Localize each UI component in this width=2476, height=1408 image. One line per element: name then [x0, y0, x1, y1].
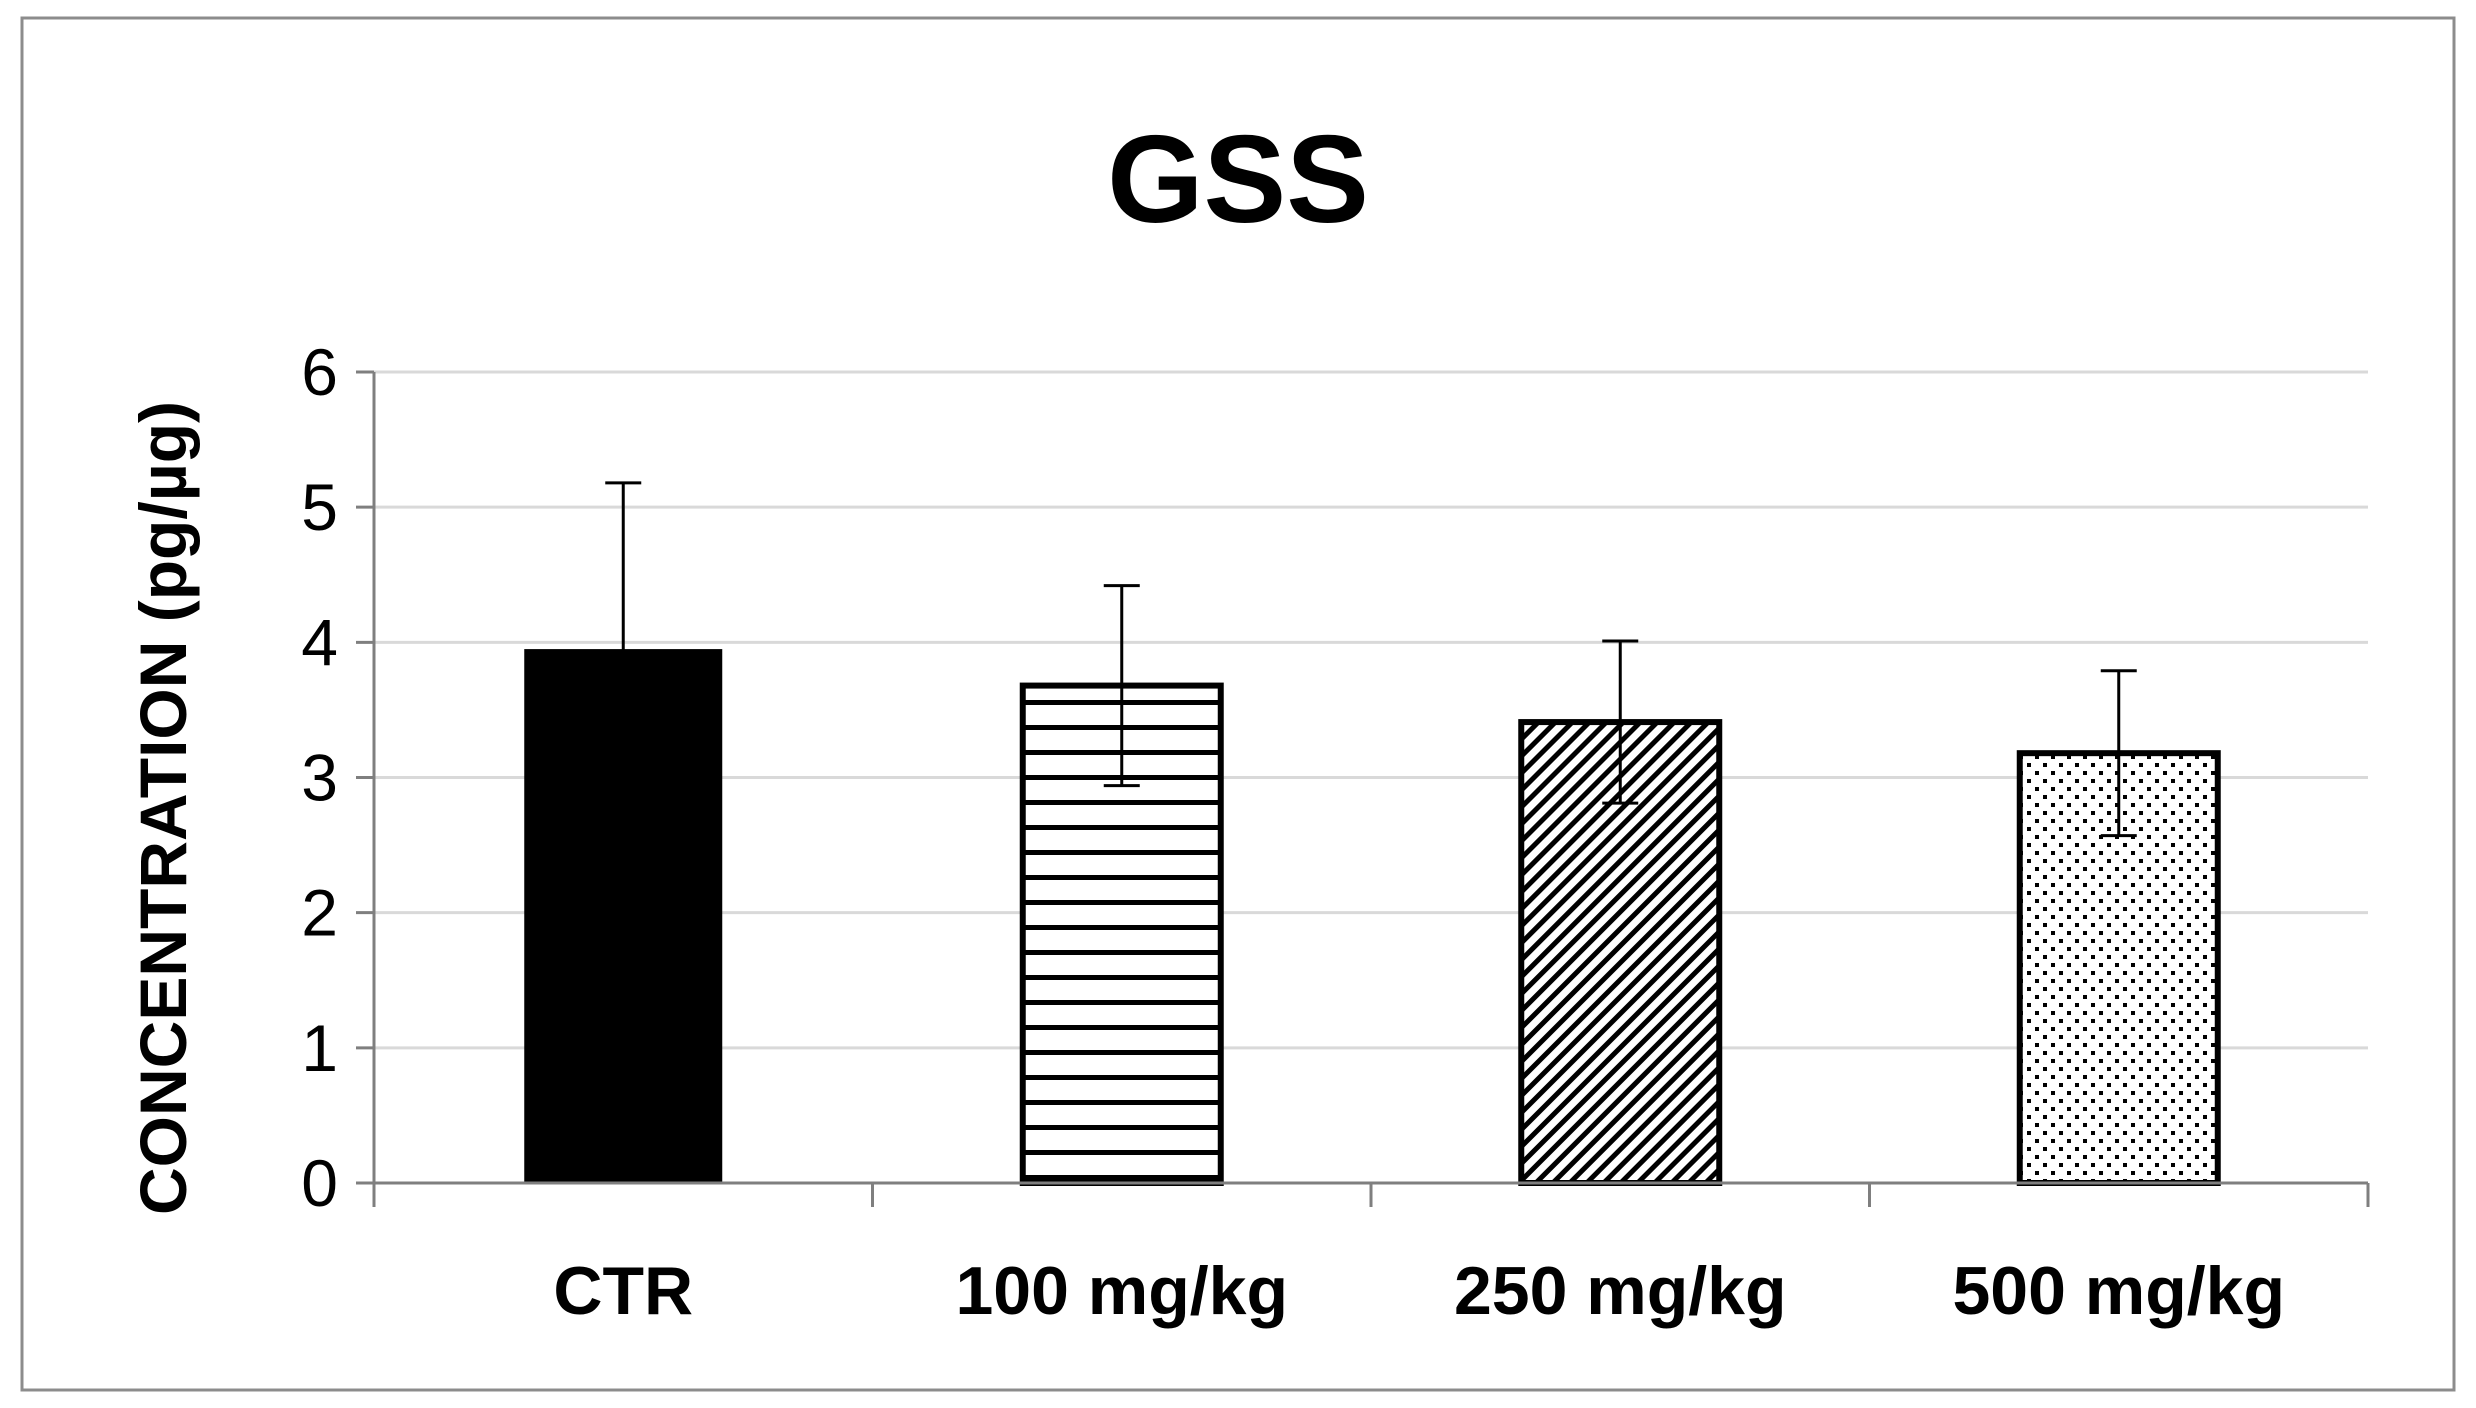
y-tick-labels: 0 1 2 3 4 5 6 — [301, 335, 338, 1220]
y-axis-label: CONCENTRATION (pg/µg) — [126, 401, 200, 1215]
chart-title: GSS — [1107, 111, 1369, 249]
x-tick-label: 500 mg/kg — [1952, 1253, 2285, 1329]
x-tick-label: 250 mg/kg — [1454, 1253, 1787, 1329]
x-tick-labels: CTR 100 mg/kg 250 mg/kg 500 mg/kg — [553, 1253, 2285, 1329]
y-tick-label: 1 — [301, 1011, 338, 1085]
y-tick-label: 2 — [301, 876, 338, 950]
bars — [524, 481, 2221, 1186]
y-tick-label: 0 — [301, 1146, 338, 1220]
y-tick-label: 5 — [301, 470, 338, 544]
y-tick-label: 4 — [301, 605, 338, 679]
x-tick-label: CTR — [553, 1253, 693, 1329]
y-tick-label: 3 — [301, 741, 338, 815]
axes — [356, 370, 2370, 1207]
x-tick-label: 100 mg/kg — [955, 1253, 1288, 1329]
y-tick-label: 6 — [301, 335, 338, 409]
